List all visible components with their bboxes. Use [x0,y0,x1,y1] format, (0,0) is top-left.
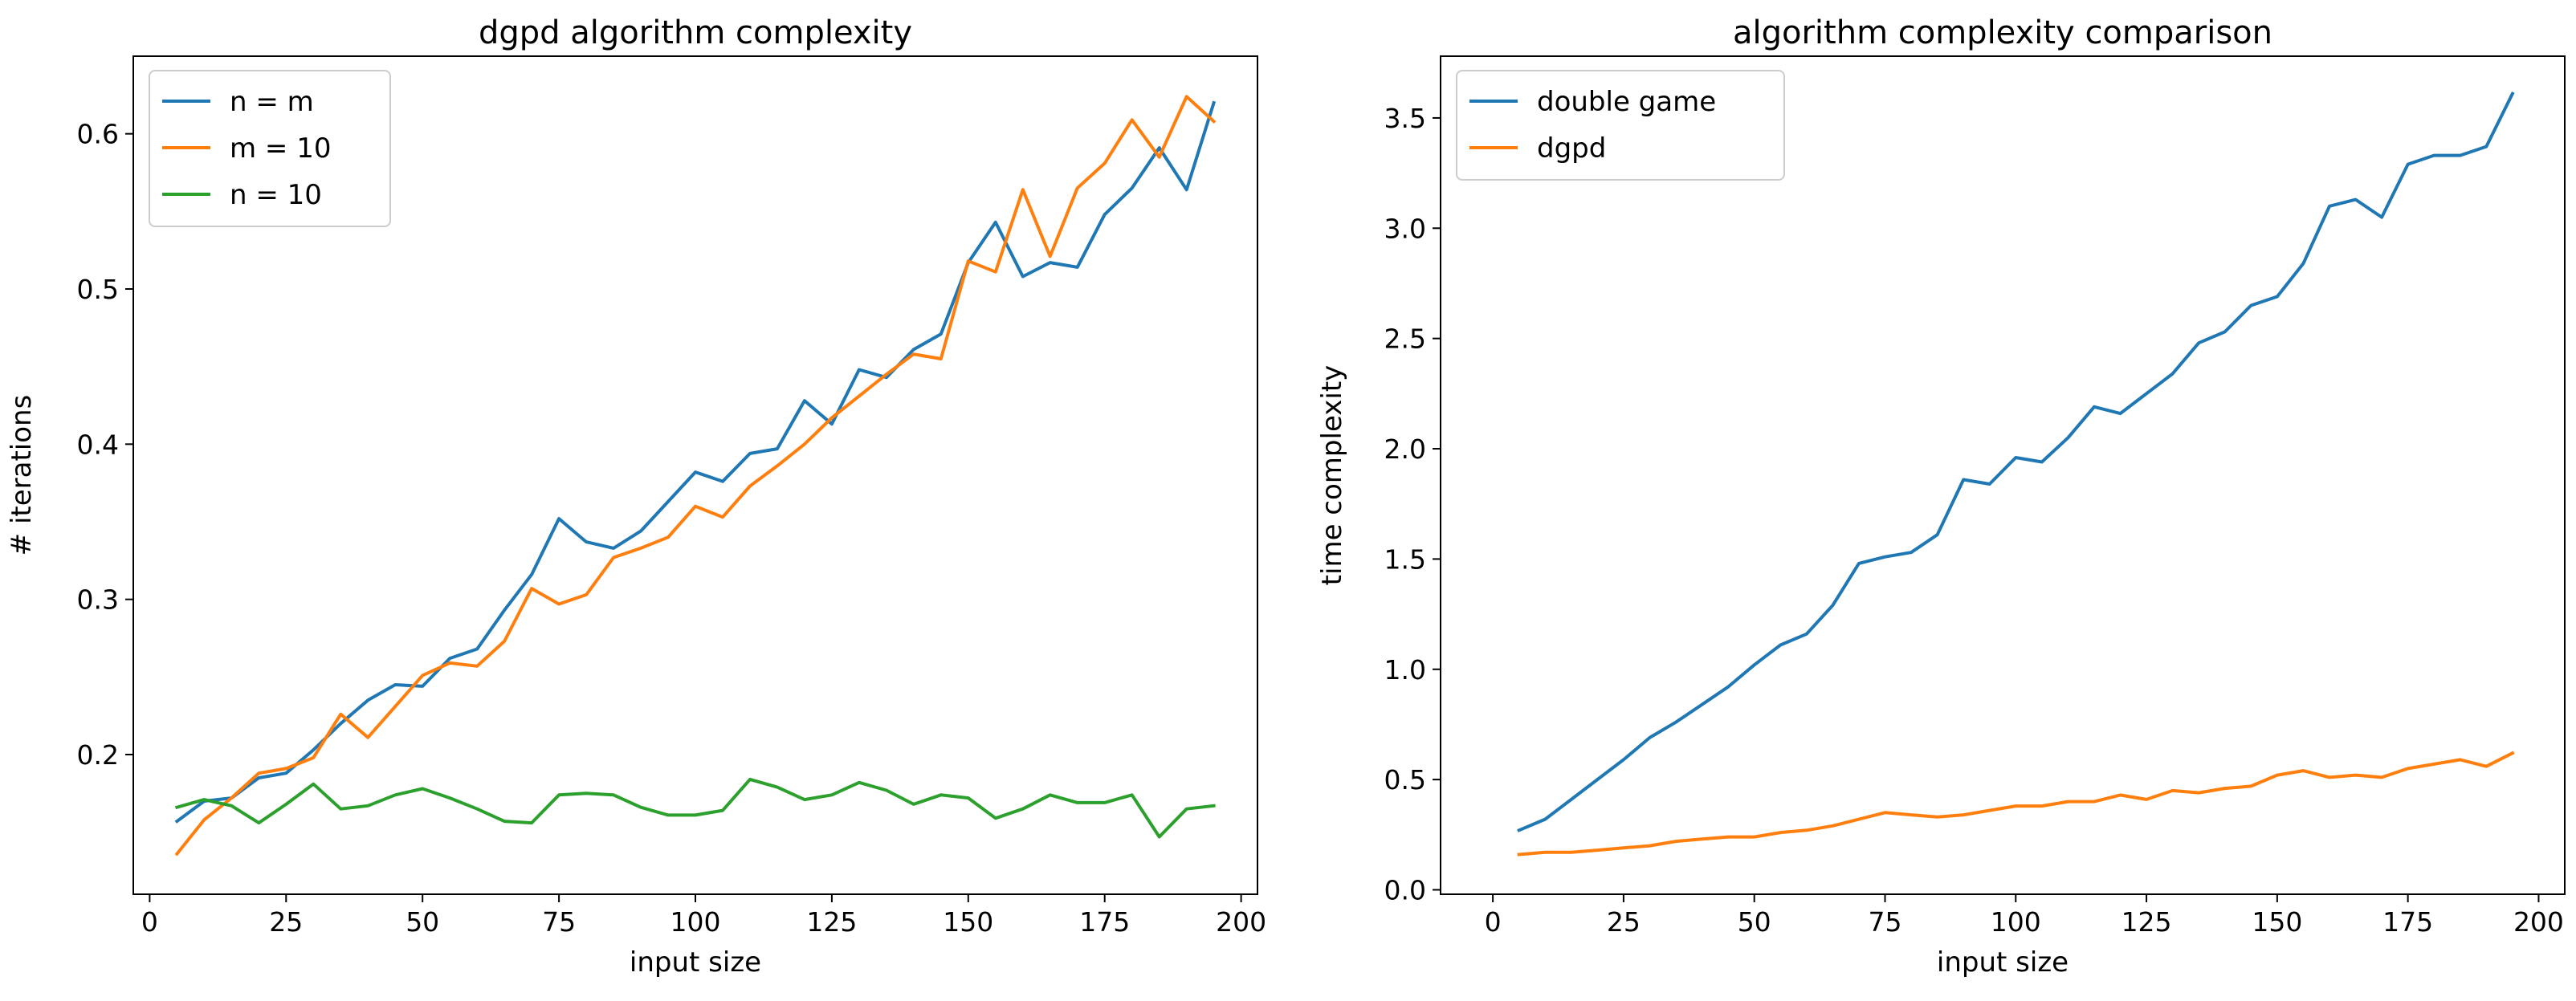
y-tick-label: 0.5 [1384,764,1426,796]
x-tick-label: 125 [806,906,857,938]
x-tick-label: 200 [2513,906,2564,938]
legend-box [149,70,391,227]
series-line-2 [174,95,1217,857]
y-tick-label: 0.5 [77,274,119,305]
chart-title: algorithm complexity comparison [1733,14,2272,51]
y-tick-label: 3.0 [1384,213,1426,244]
y-tick-label: 2.5 [1384,323,1426,355]
chart-title: dgpd algorithm complexity [479,14,912,51]
x-tick-label: 25 [1607,906,1641,938]
y-tick-label: 1.0 [1384,654,1426,686]
y-tick-label: 0.3 [77,584,119,616]
x-tick-label: 25 [269,906,303,938]
x-tick-label: 150 [2252,906,2302,938]
x-tick-label: 75 [542,906,576,938]
x-tick-label: 200 [1216,906,1266,938]
x-axis-label: input size [1937,946,2069,979]
legend-box [1456,70,1785,181]
y-tick-label: 1.5 [1384,543,1426,575]
chart-panel-2: algorithm complexity comparison 0 25 50 75 10… [1316,14,2566,979]
y-tick-label: 0.4 [77,429,119,460]
y-tick-label: 2.0 [1384,433,1426,465]
x-tick-label: 50 [406,906,439,938]
legend-label-1: n = m [230,86,314,118]
x-tick-label: 0 [1485,906,1502,938]
legend-label-3: n = 10 [230,179,322,211]
y-tick-label: 0.2 [77,739,119,771]
chart-panel-1: dgpd algorithm complexity 0 25 50 75 100 125 15… [6,14,1266,979]
y-tick-label: 3.5 [1384,103,1426,134]
y-axis-label: # iterations [6,395,38,556]
x-tick-label: 150 [943,906,993,938]
x-axis-label: input size [630,946,761,979]
x-tick-label: 100 [1991,906,2041,938]
x-tick-label: 100 [670,906,721,938]
y-axis-label: time complexity [1316,365,1348,586]
plot-frame [1440,55,2566,895]
legend: n = m m = 10 n = 10 [149,70,391,227]
x-tick-label: 175 [2382,906,2433,938]
legend-label-1: double game [1537,86,1716,118]
y-tick-label: 0.0 [1384,875,1426,906]
series-line-3 [174,777,1216,839]
legend-label-2: m = 10 [230,132,332,165]
legend: double game dgpd [1456,70,1785,181]
y-tick-label: 0.6 [77,119,119,150]
x-tick-label: 75 [1868,906,1901,938]
legend-label-2: dgpd [1537,132,1606,165]
x-tick-label: 50 [1738,906,1771,938]
x-tick-label: 0 [141,906,158,938]
series-line-1 [1517,92,2515,832]
x-tick-label: 175 [1079,906,1130,938]
series-line-2 [1517,751,2515,857]
x-tick-label: 125 [2122,906,2172,938]
series-line-1 [174,100,1217,824]
